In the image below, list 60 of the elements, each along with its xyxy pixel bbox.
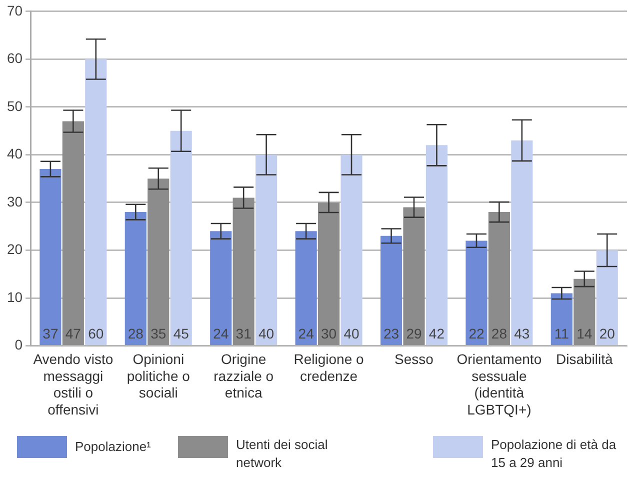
bar bbox=[85, 59, 107, 346]
data-label: 40 bbox=[258, 326, 274, 342]
y-tick-label: 10 bbox=[6, 288, 23, 305]
x-tick-label: Origine razziale o etnica bbox=[214, 351, 274, 401]
bar bbox=[426, 145, 448, 346]
legend-label: Popolazione¹ bbox=[75, 438, 152, 456]
bar bbox=[318, 202, 340, 346]
bar bbox=[256, 154, 278, 346]
bar bbox=[295, 231, 317, 346]
y-tick-label: 50 bbox=[6, 98, 23, 114]
data-label: 35 bbox=[150, 326, 166, 342]
y-tick-label: 20 bbox=[6, 241, 23, 258]
y-tick-label: 30 bbox=[6, 193, 23, 210]
data-label: 43 bbox=[514, 326, 530, 342]
data-label: 31 bbox=[236, 326, 252, 342]
bar bbox=[62, 121, 84, 346]
data-label: 29 bbox=[406, 326, 422, 342]
bar bbox=[340, 154, 362, 346]
data-label: 20 bbox=[599, 326, 616, 342]
bar bbox=[466, 240, 488, 346]
data-label: 60 bbox=[88, 326, 104, 342]
legend-label: Utenti dei social network bbox=[236, 436, 329, 472]
y-tick-label: 70 bbox=[6, 2, 23, 18]
legend-label: Popolazione di età da 15 a 29 anni bbox=[491, 436, 618, 472]
bar bbox=[232, 198, 254, 346]
bar bbox=[148, 178, 170, 346]
data-label: 22 bbox=[468, 326, 484, 342]
data-label: 11 bbox=[554, 326, 570, 342]
x-tick-label: Disabilità bbox=[556, 351, 614, 368]
data-label: 42 bbox=[428, 326, 445, 342]
bar bbox=[124, 212, 146, 346]
bar bbox=[403, 207, 425, 346]
data-label: 14 bbox=[576, 326, 592, 342]
bar bbox=[488, 212, 510, 346]
bar bbox=[40, 169, 62, 346]
data-label: 40 bbox=[344, 326, 360, 342]
data-label: 28 bbox=[128, 326, 144, 342]
data-label: 37 bbox=[42, 326, 58, 342]
data-label: 45 bbox=[173, 326, 190, 342]
data-label: 47 bbox=[65, 326, 82, 342]
data-label: 28 bbox=[491, 326, 508, 342]
bar bbox=[550, 293, 572, 346]
bar bbox=[596, 250, 618, 346]
x-tick-label: Sesso bbox=[394, 351, 434, 368]
data-label: 24 bbox=[213, 326, 229, 342]
bar bbox=[210, 231, 232, 346]
data-label: 30 bbox=[320, 326, 337, 342]
y-tick-label: 0 bbox=[14, 336, 23, 353]
y-tick-label: 40 bbox=[6, 146, 23, 162]
x-tick-label: Avendo visto messaggi ostili o offensivi bbox=[33, 351, 114, 418]
y-tick-label: 60 bbox=[6, 50, 23, 66]
x-tick-label: Religione o credenze bbox=[294, 351, 364, 384]
x-tick-label: Orientamento sessuale (identità LGBTQI+) bbox=[456, 351, 542, 418]
bar bbox=[574, 278, 596, 346]
bar bbox=[380, 236, 402, 346]
data-label: 24 bbox=[298, 326, 314, 342]
bar bbox=[170, 130, 192, 346]
x-tick-label: Opinioni politiche o sociali bbox=[126, 351, 190, 401]
data-label: 23 bbox=[383, 326, 400, 342]
bar bbox=[511, 140, 533, 346]
